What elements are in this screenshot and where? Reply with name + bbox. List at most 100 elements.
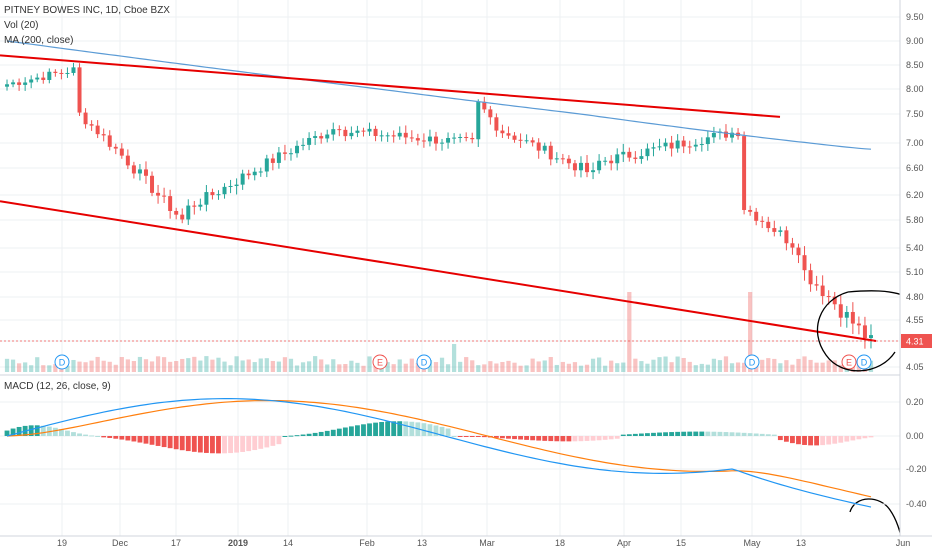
macd-histogram-bar — [735, 432, 741, 436]
macd-histogram-bar — [167, 436, 173, 449]
macd-histogram-bar — [590, 436, 596, 441]
volume-bar — [210, 359, 215, 372]
macd-histogram-bar — [397, 421, 403, 436]
candle-body — [663, 142, 668, 147]
macd-histogram-bar — [711, 431, 717, 436]
macd-histogram-bar — [197, 436, 203, 453]
macd-histogram-bar — [264, 436, 270, 448]
macd-histogram-bar — [185, 436, 191, 452]
volume-bar — [572, 362, 578, 372]
volume-bar — [681, 357, 686, 372]
candle-body — [542, 145, 547, 151]
candle-body — [367, 128, 372, 132]
candle-body — [270, 158, 275, 163]
volume-bar — [258, 358, 263, 372]
time-tick-label: 2019 — [228, 538, 248, 548]
volume-bar — [180, 358, 185, 372]
volume-bar — [566, 363, 572, 372]
volume-bar — [125, 359, 130, 372]
volume-bar — [560, 361, 565, 372]
event-marker-icon — [54, 354, 70, 370]
macd-histogram-bar — [506, 436, 511, 439]
time-tick-label: Dec — [112, 538, 129, 548]
macd-histogram-bar — [632, 433, 638, 436]
price-tick-label: 8.50 — [906, 60, 924, 70]
macd-histogram-bar — [759, 433, 765, 436]
volume-bar — [192, 356, 197, 372]
vol-legend: Vol (20) — [4, 20, 38, 31]
volume-bar — [294, 365, 300, 372]
volume-bar — [331, 359, 336, 372]
macd-histogram-bar — [222, 436, 227, 454]
macd-signal-line — [6, 399, 872, 498]
volume-bar — [77, 361, 82, 372]
candle-body — [868, 335, 873, 339]
candle-body — [397, 132, 402, 137]
price-tick-label: 5.80 — [906, 215, 924, 225]
volume-bar — [772, 358, 777, 372]
macd-histogram-bar — [626, 434, 632, 436]
macd-histogram-bar — [16, 426, 22, 436]
macd-histogram-bar — [723, 432, 729, 436]
candle-body — [409, 137, 414, 139]
event-marker-label: E — [846, 358, 852, 368]
candle-body — [458, 137, 463, 139]
candle-body — [89, 124, 94, 126]
candle-body — [252, 171, 257, 176]
macd-histogram-bar — [119, 436, 125, 440]
volume-bar — [234, 356, 239, 372]
macd-histogram-bar — [608, 436, 614, 440]
volume-bar — [596, 357, 602, 372]
candle-body — [675, 140, 680, 149]
volume-bar — [584, 364, 590, 372]
macd-histogram-bar — [777, 436, 783, 441]
candle-body — [77, 67, 82, 113]
macd-histogram-bar — [83, 434, 88, 436]
candle-body — [633, 157, 638, 159]
macd-histogram-bar — [173, 436, 179, 450]
macd-histogram-bar — [161, 436, 167, 448]
candle-body — [234, 184, 239, 186]
volume-bar — [790, 364, 795, 372]
volume-bar — [101, 360, 106, 372]
price-tick-label: 4.80 — [906, 292, 924, 302]
volume-bar — [778, 363, 783, 372]
candle-body — [216, 194, 221, 196]
macd-histogram-bar — [862, 436, 868, 439]
macd-histogram-bar — [210, 436, 215, 454]
candle-body — [313, 136, 318, 138]
candle-body — [699, 144, 704, 146]
macd-histogram-bar — [645, 433, 650, 436]
candle-body — [403, 132, 408, 138]
macd-histogram-bar — [155, 436, 161, 446]
macd-histogram-bar — [234, 436, 240, 453]
macd-histogram-bar — [258, 436, 264, 449]
candle-body — [307, 137, 312, 145]
candle-body — [572, 163, 577, 171]
price-tick-label: 7.00 — [906, 138, 924, 148]
macd-histogram-bar — [856, 436, 862, 440]
volume-bar — [500, 361, 505, 372]
macd-histogram-bar — [391, 421, 397, 436]
candle-body — [385, 135, 390, 137]
macd-histogram-bar — [421, 423, 427, 436]
candle-body — [802, 255, 807, 271]
volume-bar — [699, 363, 704, 372]
macd-histogram-bar — [52, 427, 58, 436]
candle-body — [645, 148, 650, 157]
event-marker-label: D — [861, 358, 868, 368]
candle-body — [156, 192, 161, 196]
candle-body — [53, 71, 58, 73]
volume-bar — [524, 365, 529, 372]
macd-histogram-bar — [107, 436, 113, 438]
macd-histogram-bar — [572, 436, 578, 442]
volume-bar — [95, 356, 100, 372]
macd-histogram-bar — [457, 436, 463, 437]
macd-histogram-bar — [475, 436, 481, 437]
volume-bar — [548, 356, 553, 372]
macd-line — [6, 398, 872, 508]
volume-bar — [826, 360, 831, 372]
